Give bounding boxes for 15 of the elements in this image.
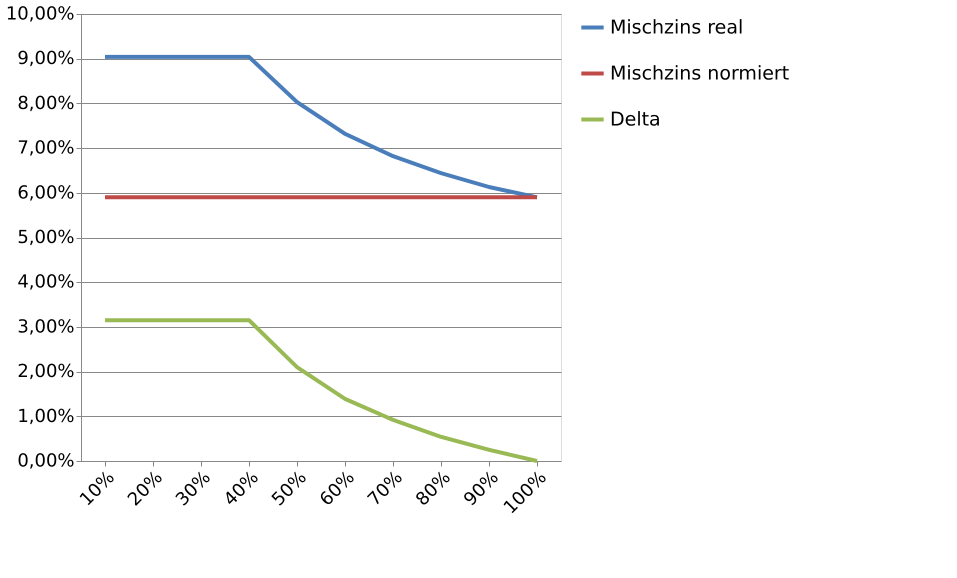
line-series: [103, 318, 539, 463]
legend-label: Mischzins real: [610, 16, 744, 38]
y-tick-label: 8,00%: [17, 92, 74, 114]
y-tick-label: 5,00%: [17, 227, 74, 248]
legend-label: Mischzins normiert: [610, 62, 790, 84]
y-tick-label: 9,00%: [17, 48, 74, 70]
y-tick-label: 7,00%: [17, 138, 74, 159]
y-tick-label: 3,00%: [17, 316, 74, 338]
y-tick-label: 6,00%: [17, 182, 74, 204]
y-tick-label: 0,00%: [17, 450, 74, 472]
legend-label: Delta: [610, 108, 661, 130]
y-tick-label: 2,00%: [17, 361, 74, 382]
y-tick-label: 10,00%: [6, 4, 74, 24]
y-tick-label: 1,00%: [17, 406, 74, 427]
y-tick-label: 4,00%: [17, 272, 74, 293]
